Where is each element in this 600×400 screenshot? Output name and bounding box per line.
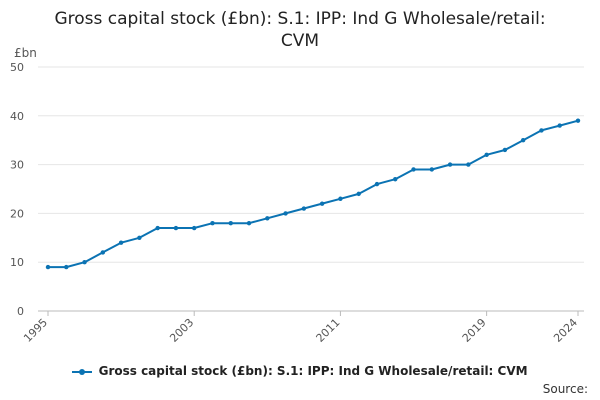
- data-point-2003: [192, 225, 197, 231]
- data-point-2013: [374, 181, 380, 187]
- y-axis-unit-label: £bn: [14, 46, 37, 60]
- series-line-0: [48, 119, 579, 269]
- x-tick-label-2003: 2003: [167, 316, 196, 345]
- data-point-2010: [319, 201, 325, 206]
- y-tick-label-40: 40: [10, 110, 24, 123]
- y-tick-label-0: 0: [17, 305, 24, 318]
- y-tick-label-10: 10: [10, 256, 24, 269]
- x-tick-label-1995: 1995: [21, 316, 50, 345]
- data-point-2012: [356, 191, 361, 197]
- data-point-2002: [173, 225, 179, 231]
- chart-title: Gross capital stock (£bn): S.1: IPP: Ind…: [0, 8, 600, 52]
- data-point-1999: [118, 240, 124, 245]
- data-point-2004: [210, 220, 215, 226]
- y-tick-label-20: 20: [10, 207, 24, 220]
- y-tick-label-30: 30: [10, 159, 24, 172]
- data-point-2006: [246, 220, 252, 226]
- source-label: Source:: [542, 382, 588, 396]
- x-tick-label-2024: 2024: [551, 316, 580, 345]
- legend[interactable]: Gross capital stock (£bn): S.1: IPP: Ind…: [0, 364, 600, 378]
- data-point-2016: [429, 167, 434, 172]
- y-axis-ticks: 0 10 20 30 40 50: [10, 61, 24, 318]
- x-tick-label-2011: 2011: [314, 316, 343, 345]
- data-point-1997: [82, 260, 87, 265]
- data-point-2017: [447, 162, 453, 167]
- data-point-2015: [411, 167, 416, 172]
- data-point-2019: [484, 152, 489, 158]
- data-point-2007: [265, 216, 270, 221]
- data-point-2024: [575, 118, 581, 123]
- data-point-2000: [137, 235, 142, 240]
- data-point-2005: [228, 220, 233, 226]
- data-point-1995: [45, 264, 51, 270]
- data-point-2020: [502, 147, 508, 153]
- data-point-2009: [301, 206, 307, 211]
- x-axis-ticks: 1995 2003 2011 2019 2024: [21, 311, 580, 345]
- x-tick-label-2019: 2019: [460, 316, 489, 345]
- data-point-2018: [466, 162, 471, 167]
- data-point-2008: [283, 211, 288, 216]
- chart-title-line-1: Gross capital stock (£bn): S.1: IPP: Ind…: [54, 9, 546, 29]
- gridlines: [38, 66, 584, 263]
- data-point-1996: [64, 264, 69, 270]
- chart-title-line-2: CVM: [280, 31, 320, 51]
- data-point-2011: [338, 196, 343, 201]
- legend-series-marker: [72, 366, 93, 378]
- data-point-2023: [557, 123, 562, 128]
- y-tick-label-50: 50: [10, 61, 24, 74]
- data-point-1998: [100, 250, 106, 255]
- series-layer: [45, 118, 581, 270]
- data-point-2014: [393, 177, 398, 182]
- data-point-2022: [539, 128, 544, 133]
- legend-series-label: Gross capital stock (£bn): S.1: IPP: Ind…: [98, 364, 528, 378]
- data-point-2021: [520, 138, 526, 143]
- data-point-2001: [155, 225, 160, 231]
